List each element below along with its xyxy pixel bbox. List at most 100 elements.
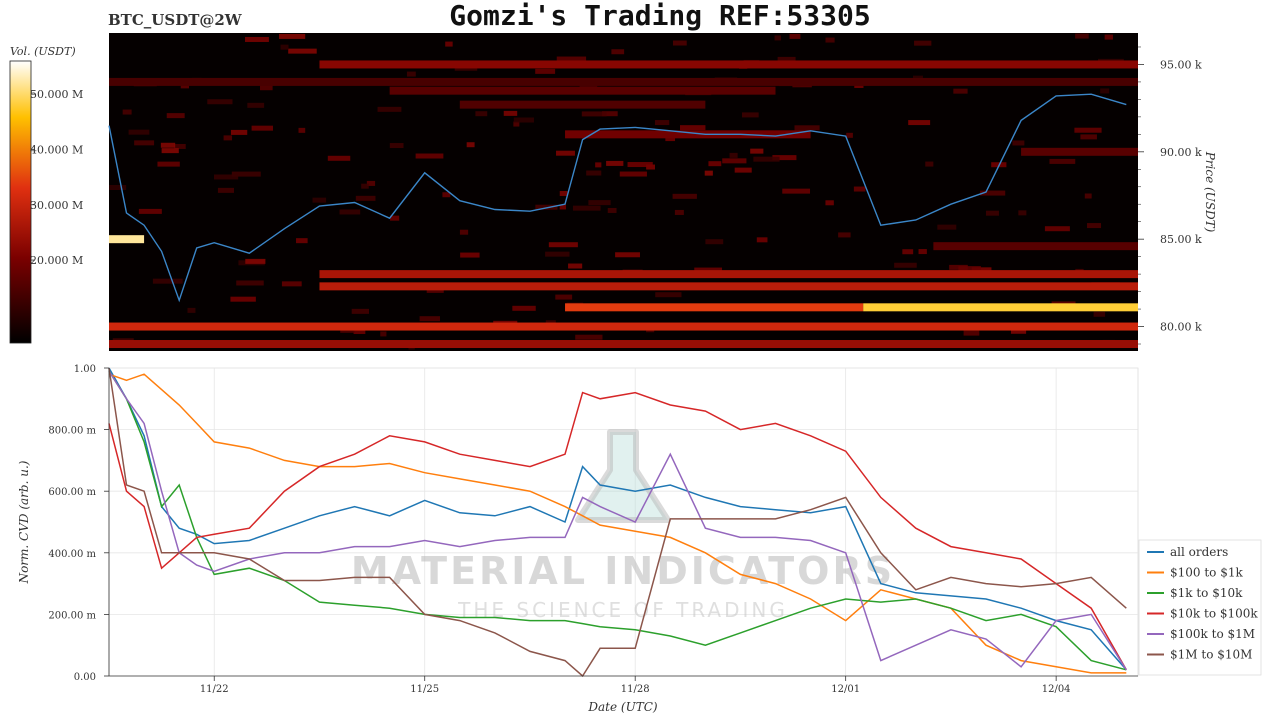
heatmap-cell <box>230 296 256 302</box>
legend-box <box>1138 539 1262 676</box>
heatmap-cell <box>377 106 402 112</box>
heatmap-band <box>109 322 1138 331</box>
heatmap-cell <box>152 278 183 284</box>
chart-symbol: BTC_USDT@2W <box>108 11 243 29</box>
heatmap-cell <box>138 208 162 214</box>
series-line <box>108 367 1127 678</box>
heatmap-cell <box>251 125 273 131</box>
heatmap-cell <box>559 204 567 210</box>
heatmap-cell <box>134 140 155 146</box>
heatmap-cell <box>406 71 416 77</box>
heatmap-cell <box>279 33 306 39</box>
heatmap-cell <box>1074 127 1102 133</box>
heatmap-cell <box>545 251 570 257</box>
heatmap-band <box>459 100 706 109</box>
heatmap-cell <box>674 209 684 215</box>
heatmap-band <box>1021 147 1138 156</box>
heatmap-band <box>319 282 1138 291</box>
x-axis-tick-label: 11/22 <box>200 684 229 695</box>
y-axis-tick-label: 0.00 <box>74 672 96 683</box>
heatmap-band <box>565 130 811 139</box>
heatmap-cell <box>1049 158 1076 164</box>
heatmap-cell <box>339 209 361 215</box>
heatmap-cell <box>535 204 558 210</box>
heatmap-cell <box>445 41 453 47</box>
heatmap-cell <box>825 37 835 43</box>
colorbar-tick-label: 30.000 M <box>30 199 83 212</box>
heatmap-cell <box>280 44 289 50</box>
heatmap-band <box>319 270 1138 279</box>
heatmap-cell <box>980 190 1006 196</box>
price-axis-tick-label: 95.00 k <box>1160 58 1202 71</box>
heatmap-cell <box>672 40 687 46</box>
heatmap-cell <box>128 129 150 135</box>
x-axis-tick-label: 12/04 <box>1042 684 1071 695</box>
heatmap-cell <box>602 111 618 117</box>
heatmap-cell <box>953 88 968 94</box>
heatmap-cell <box>665 136 676 142</box>
legend-label: $1M to $10M <box>1170 648 1252 662</box>
heatmap-cell <box>512 305 536 311</box>
heatmap-band <box>319 60 1138 69</box>
heatmap-band <box>389 86 776 95</box>
heatmap-cell <box>595 162 602 168</box>
heatmap-cell <box>572 205 601 211</box>
x-axis-tick-label: 11/28 <box>621 684 650 695</box>
heatmap-cell <box>247 102 265 108</box>
heatmap-cell <box>327 155 351 161</box>
heatmap-cell <box>1093 311 1106 317</box>
heatmap-cell <box>475 111 488 117</box>
price-line <box>108 93 1127 303</box>
heatmap-cell <box>513 121 520 127</box>
watermark-subtitle: THE SCIENCE OF TRADING <box>457 598 788 622</box>
price-axis-tick-label: 80.00 k <box>1160 321 1202 334</box>
heatmap-cell <box>559 190 568 196</box>
watermark-title: MATERIAL INDICATORS <box>351 549 895 593</box>
heatmap-cell <box>971 267 992 273</box>
flask-icon <box>575 429 671 523</box>
heatmap-cell <box>958 266 981 272</box>
heatmap-cell <box>1044 226 1070 232</box>
heatmap-cell <box>1010 328 1027 334</box>
heatmap-band <box>565 303 864 312</box>
heatmap-cell <box>1084 193 1092 199</box>
heatmap-cell <box>846 132 853 138</box>
heatmap-cell <box>361 183 369 189</box>
heatmap-cell <box>606 160 624 166</box>
heatmap-cell <box>619 171 647 177</box>
heatmap-cell <box>555 294 573 300</box>
heatmap-cell <box>1104 34 1113 40</box>
legend-label: $100k to $1M <box>1170 627 1255 641</box>
heatmap-cell <box>1075 33 1089 39</box>
heatmap-cell <box>535 68 556 74</box>
heatmap-cell <box>734 167 752 173</box>
heatmap-cell <box>908 120 931 126</box>
colorbar-label: Vol. (USDT) <box>10 45 76 58</box>
heatmap-cell <box>655 292 682 298</box>
heatmap-cell <box>548 242 578 248</box>
series-line <box>108 391 1127 671</box>
heatmap-cell <box>777 56 796 62</box>
heatmap-cell <box>207 99 233 105</box>
legend-label: all orders <box>1170 545 1228 559</box>
cvd-panel: MATERIAL INDICATORS THE SCIENCE OF TRADI… <box>17 364 1262 714</box>
heatmap-cell <box>568 263 583 269</box>
colorbar: Vol. (USDT) 50.000 M 40.000 M 30.000 M 20.0… <box>9 45 83 344</box>
heatmap-cell <box>1100 88 1110 94</box>
colorbar-tick-label: 40.000 M <box>30 143 83 156</box>
heatmap-cell <box>756 237 768 243</box>
heatmap-cell <box>419 316 440 322</box>
heatmap-band <box>933 242 1138 251</box>
chart-title: Gomzi's Trading REF:53305 <box>449 0 870 32</box>
heatmap-cell <box>298 127 306 133</box>
heatmap-cell <box>615 252 640 258</box>
heatmap-cell <box>1087 223 1102 229</box>
heatmap-cell <box>513 117 534 123</box>
heatmap-cell <box>217 187 235 193</box>
heatmap-cell <box>459 229 469 235</box>
heatmap-cell <box>223 135 233 141</box>
heatmap-cell <box>963 330 980 336</box>
heatmap-cell <box>925 161 934 167</box>
heatmap-cell <box>729 152 738 158</box>
